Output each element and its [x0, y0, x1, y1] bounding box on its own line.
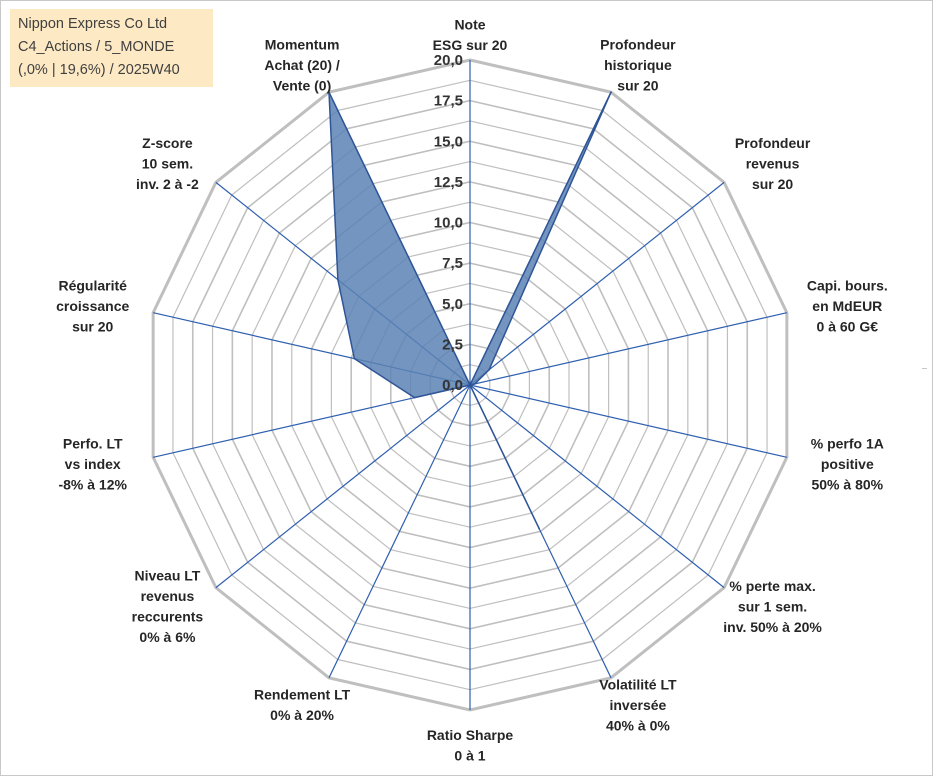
data-point: [488, 369, 490, 371]
axis-label-line: Profondeur: [735, 135, 811, 151]
axis-label: Niveau LT revenus reccurents 0% à 6%: [132, 568, 204, 646]
tick-label: 10,0: [434, 215, 463, 232]
tick-label: 15,0: [434, 133, 463, 150]
axis-label-line: inversée: [609, 697, 666, 713]
axis-label-line: -8% à 12%: [58, 476, 127, 492]
tick-label: 7,5: [442, 255, 463, 272]
axis-label-line: 0% à 20%: [270, 707, 334, 723]
tick-label: 17,5: [434, 93, 463, 110]
data-point: [473, 383, 476, 385]
tick-label: 20,0: [434, 52, 463, 69]
axis-spoke: [328, 384, 471, 679]
axis-label-line: sur 20: [617, 78, 658, 94]
company-name: Nippon Express Co Ltd: [18, 16, 168, 32]
tick-label: 0,0: [442, 377, 463, 394]
tick-label: 2,5: [442, 336, 463, 353]
axis-spoke: [469, 384, 725, 589]
axis-label-line: revenus: [746, 156, 800, 172]
data-point: [328, 91, 330, 93]
axis-label-line: Note: [454, 17, 485, 33]
axis-label-line: 10 sem.: [142, 156, 193, 172]
axis-label-line: historique: [604, 57, 672, 73]
data-point: [469, 384, 471, 386]
axis-label-line: Z-score: [142, 135, 193, 151]
axis-label-line: sur 20: [72, 319, 113, 335]
axis-label: Perfo. LT vs index -8% à 12%: [58, 435, 127, 492]
axis-label-line: 50% à 80%: [811, 476, 883, 492]
axis-label-line: Ratio Sharpe: [427, 727, 514, 743]
radial-tick-labels: 0,0 2,5 5,0 7,5 10,0 12,5 15,0 17,5 20,0: [434, 52, 463, 394]
series-area: [328, 91, 612, 530]
axis-label: Momentum Achat (20) / Vente (0): [264, 37, 340, 94]
axis-labels: Note ESG sur 20 Profondeur historique sur 20…: [56, 17, 888, 764]
axis-label: % perte max. sur 1 sem. inv. 50% à 20%: [723, 578, 822, 635]
axis-label: % perfo 1A positive 50% à 80%: [811, 435, 884, 492]
axis-label-line: revenus: [141, 588, 195, 604]
axis-label-line: Perfo. LT: [63, 435, 123, 451]
axis-label-line: ESG sur 20: [433, 37, 508, 53]
axis-label-line: en MdEUR: [812, 298, 882, 314]
data-point: [538, 527, 540, 530]
axis-label-line: vs index: [65, 456, 121, 472]
axis-label-line: Capi. bours.: [807, 278, 888, 294]
axis-label-line: 40% à 0%: [606, 717, 670, 733]
axis-label-line: 0% à 6%: [139, 629, 196, 645]
period-label: (,0% | 19,6%) / 2025W40: [18, 62, 180, 78]
axis-label-line: % perfo 1A: [811, 435, 884, 451]
axis-label-line: 0 à 60 G€: [817, 319, 879, 335]
axis-label-line: reccurents: [132, 609, 204, 625]
axis-label: Profondeur historique sur 20: [600, 37, 676, 94]
axis-label-line: Niveau LT: [134, 568, 200, 584]
axis-label-line: croissance: [56, 298, 129, 314]
axis-label-line: sur 20: [752, 176, 793, 192]
axis-label-line: % perte max.: [729, 578, 815, 594]
data-point: [337, 278, 339, 281]
axis-spoke: [469, 384, 787, 458]
axis-label: Note ESG sur 20: [433, 17, 508, 54]
axis-label-line: Profondeur: [600, 37, 676, 53]
axis-label-line: Rendement LT: [254, 687, 351, 703]
data-point: [610, 91, 612, 93]
axis-label: Ratio Sharpe 0 à 1: [427, 727, 514, 764]
axis-label-line: inv. 2 à -2: [136, 176, 199, 192]
axis-label: Profondeur revenus sur 20: [735, 135, 811, 192]
data-point: [413, 396, 416, 399]
axis-label: Régularité croissance sur 20: [56, 278, 129, 335]
axis-spoke: [469, 181, 725, 386]
axis-label-line: Vente (0): [273, 78, 331, 94]
frame-tick-mark: [922, 368, 927, 369]
axis-label-line: Volatilité LT: [599, 676, 677, 692]
axis-label-line: Momentum: [265, 37, 340, 53]
axis-label-line: inv. 50% à 20%: [723, 619, 822, 635]
axis-label-line: sur 1 sem.: [738, 598, 807, 614]
radar-series: [328, 91, 612, 530]
axis-spoke: [469, 312, 787, 386]
axis-label: Capi. bours. en MdEUR 0 à 60 G€: [807, 278, 888, 335]
category-label: C4_Actions / 5_MONDE: [18, 39, 175, 55]
axis-label: Volatilité LT inversée 40% à 0%: [599, 676, 677, 733]
axis-label-line: Régularité: [58, 278, 127, 294]
info-box: Nippon Express Co Ltd C4_Actions / 5_MON…: [10, 9, 213, 87]
axis-label-line: Achat (20) /: [264, 57, 340, 73]
tick-label: 5,0: [442, 296, 463, 313]
axis-spoke: [215, 384, 471, 589]
axis-label: Rendement LT 0% à 20%: [254, 687, 351, 724]
axis-label: Z-score 10 sem. inv. 2 à -2: [136, 135, 199, 192]
axis-label-line: 0 à 1: [454, 748, 485, 764]
axis-label-line: positive: [821, 456, 874, 472]
tick-label: 12,5: [434, 174, 463, 191]
data-point: [353, 357, 356, 360]
